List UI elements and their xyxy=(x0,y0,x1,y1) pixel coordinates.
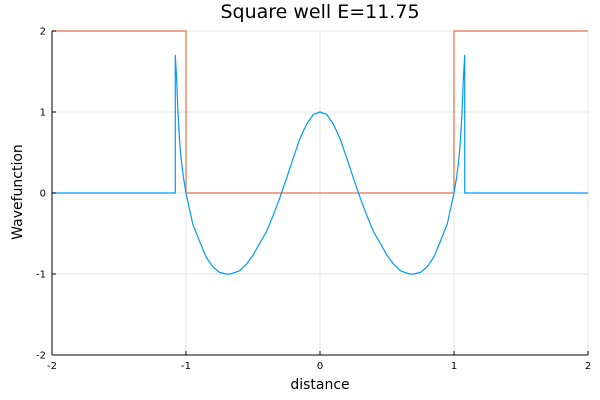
y-axis-label: Wavefunction xyxy=(10,144,26,240)
y-tick-label: 1 xyxy=(40,108,46,119)
tick-labels: -2 -1 0 1 2 -2 -1 0 1 2 xyxy=(36,27,591,373)
x-tick-label: 0 xyxy=(317,361,323,372)
x-tick-label: 2 xyxy=(585,361,591,372)
axes xyxy=(51,30,589,356)
x-tick-label: -1 xyxy=(181,361,191,372)
x-tick-label: 1 xyxy=(451,361,457,372)
potential-series-line xyxy=(52,30,588,194)
x-axis-label: distance xyxy=(290,377,349,393)
series-group xyxy=(52,30,588,275)
x-tick-label: -2 xyxy=(47,361,57,372)
wavefunction-series-line xyxy=(52,54,588,275)
chart-title: Square well E=11.75 xyxy=(220,1,419,23)
y-tick-label: -2 xyxy=(36,351,46,362)
y-tick-label: 0 xyxy=(40,189,46,200)
y-tick-label: 2 xyxy=(40,27,46,38)
y-tick-label: -1 xyxy=(36,270,46,281)
